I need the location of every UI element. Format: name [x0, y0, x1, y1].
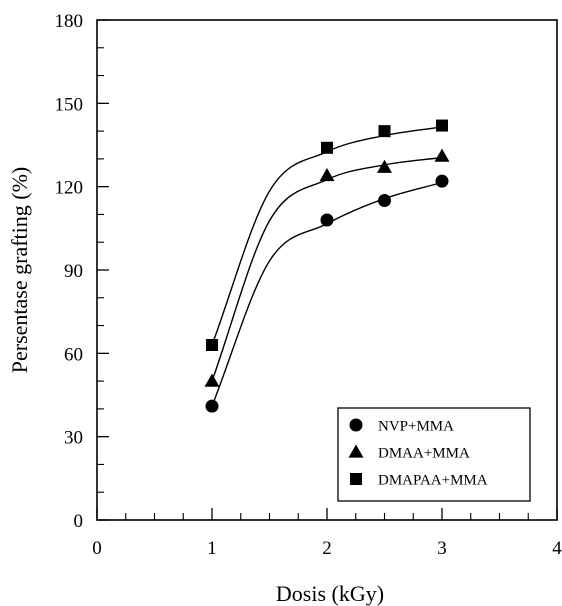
legend-box [337, 407, 531, 502]
y-tick-label: 120 [55, 178, 84, 199]
circle-fit-curve [211, 181, 443, 407]
square-fit-curve [211, 126, 443, 346]
square-point [378, 125, 391, 138]
x-tick-label: 4 [552, 538, 562, 559]
x-tick-label: 3 [437, 538, 447, 559]
circle-point [320, 213, 334, 227]
legend-label: NVP+MMA [378, 419, 454, 435]
y-tick-labels: 0 30 60 90 120 150 180 [55, 11, 84, 532]
y-tick-label: 60 [64, 344, 83, 365]
y-tick-label: 180 [55, 11, 84, 32]
x-axis-title: Dosis (kGy) [276, 581, 384, 606]
y-tick-label: 150 [55, 94, 84, 115]
circle-point [205, 399, 219, 413]
legend: NVP+MMA DMAA+MMA DMAPAA+MMA [337, 407, 531, 502]
x-tick-labels: 0 1 2 3 4 [92, 538, 562, 559]
triangle-point [204, 373, 220, 387]
y-tick-label: 0 [74, 511, 84, 532]
triangle-point [377, 159, 392, 173]
legend-circle-marker [349, 418, 363, 432]
legend-label: DMAA+MMA [378, 446, 470, 462]
data-points [204, 119, 450, 413]
y-tick-label: 30 [64, 428, 83, 449]
triangle-point [319, 168, 335, 182]
legend-triangle-marker [348, 444, 364, 458]
circle-point [435, 174, 449, 188]
minor-ticks [97, 47, 529, 520]
fit-curves [211, 126, 443, 407]
legend-square-marker [350, 473, 362, 485]
triangle-point [434, 148, 450, 162]
x-tick-label: 0 [92, 538, 102, 559]
triangle-fit-curve [211, 156, 443, 382]
square-point [436, 119, 448, 132]
y-axis-title: Persentase grafting (%) [7, 167, 32, 373]
legend-label: DMAPAA+MMA [378, 473, 488, 489]
square-point [206, 339, 218, 351]
x-tick-label: 1 [207, 538, 217, 559]
x-tick-label: 2 [322, 538, 332, 559]
legend-items: NVP+MMA DMAA+MMA DMAPAA+MMA [348, 418, 488, 489]
circle-point [378, 194, 391, 208]
y-tick-label: 90 [64, 261, 83, 282]
square-point [321, 141, 333, 154]
major-ticks [96, 19, 558, 521]
